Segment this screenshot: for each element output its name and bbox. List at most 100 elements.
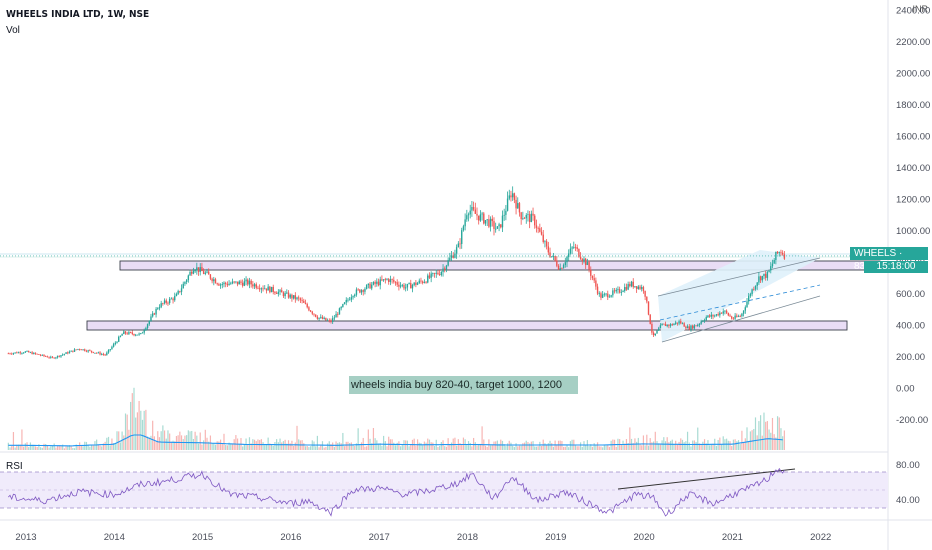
- volume-bar: [552, 446, 555, 450]
- volume-bar: [62, 444, 64, 450]
- volume-bar: [296, 425, 298, 450]
- candle: [172, 298, 174, 301]
- volume-bar: [439, 445, 441, 450]
- volume-bar: [666, 437, 668, 450]
- volume-bar: [639, 444, 641, 450]
- candle: [708, 315, 711, 317]
- trade-note[interactable]: wheels india buy 820-40, target 1000, 12…: [349, 376, 578, 394]
- volume-bar: [293, 446, 295, 450]
- candle: [576, 247, 578, 249]
- candle: [625, 287, 628, 290]
- volume-bar: [523, 442, 526, 450]
- price-tick-label: -200.00: [896, 415, 928, 426]
- year-tick-label: 2019: [545, 532, 566, 543]
- candle: [223, 282, 225, 285]
- candle: [301, 300, 303, 301]
- candle: [231, 281, 234, 284]
- candle: [219, 284, 222, 286]
- volume-bar: [563, 446, 565, 450]
- volume-bar: [43, 443, 45, 450]
- candle: [104, 354, 106, 356]
- rsi-trendline[interactable]: [617, 468, 796, 490]
- volume-bar: [620, 444, 622, 450]
- volume-bar: [326, 443, 329, 450]
- volume-bar: [332, 442, 334, 450]
- candle: [90, 350, 93, 352]
- volume-bar: [595, 445, 597, 450]
- volume-bar: [685, 441, 687, 450]
- candle: [489, 218, 492, 227]
- price-tick-label: 200.00: [896, 352, 925, 363]
- candle: [379, 279, 381, 286]
- volume-bar: [406, 440, 408, 450]
- volume-bar: [585, 445, 587, 450]
- ascending-channel[interactable]: [658, 250, 820, 342]
- volume-bar: [627, 442, 629, 450]
- support-zone[interactable]: [86, 320, 848, 331]
- candle: [600, 293, 602, 298]
- candle: [639, 286, 641, 289]
- candle: [635, 286, 638, 289]
- candle: [508, 195, 510, 199]
- volume-bar: [658, 443, 660, 450]
- year-tick-label: 2013: [15, 532, 36, 543]
- candle: [724, 310, 726, 312]
- candle: [267, 286, 269, 291]
- candle: [551, 256, 553, 258]
- candle: [579, 256, 582, 260]
- candle: [14, 352, 16, 354]
- volume-bar: [729, 441, 731, 450]
- candle: [783, 254, 786, 259]
- candle: [337, 313, 339, 315]
- volume-bar: [693, 440, 695, 450]
- candle: [214, 279, 217, 284]
- volume-bar: [77, 445, 79, 450]
- candle: [404, 287, 407, 289]
- volume-bar: [265, 444, 268, 450]
- candle: [272, 286, 274, 292]
- volume-bar: [138, 400, 140, 450]
- candle: [185, 280, 188, 282]
- candle: [151, 313, 154, 317]
- year-tick-label: 2022: [810, 532, 831, 543]
- candle: [506, 198, 509, 211]
- price-tick-label: 1000.00: [896, 226, 930, 237]
- volume-bar: [661, 440, 663, 450]
- candle: [41, 354, 44, 356]
- candle: [494, 228, 497, 230]
- candle: [153, 313, 156, 315]
- volume-bar: [189, 431, 191, 450]
- volume-bar: [513, 447, 515, 450]
- volume-bar: [170, 441, 172, 450]
- candle: [199, 267, 201, 272]
- volume-bar: [450, 442, 453, 450]
- volume-bar: [233, 439, 235, 450]
- volume-bar: [225, 444, 227, 450]
- volume-bar: [629, 427, 631, 450]
- volume-bar: [476, 445, 478, 450]
- price-tick-label: 1200.00: [896, 195, 930, 206]
- volume-bar: [366, 446, 368, 450]
- candle: [275, 293, 278, 294]
- candle: [612, 290, 614, 296]
- volume-bar: [759, 415, 762, 450]
- candle: [180, 288, 183, 292]
- volume-bar: [461, 443, 463, 450]
- candle: [131, 332, 133, 334]
- volume-bar: [727, 440, 729, 450]
- volume-bar: [520, 445, 522, 450]
- volume-bar: [498, 443, 500, 450]
- candle: [309, 310, 312, 312]
- volume-bar: [773, 434, 775, 450]
- volume-bar: [291, 440, 293, 450]
- candle: [491, 218, 493, 222]
- candle: [652, 332, 655, 336]
- candle: [518, 203, 521, 213]
- volume-bar: [568, 447, 570, 450]
- candle: [291, 294, 293, 299]
- volume-bar: [473, 437, 475, 450]
- volume-bar: [515, 443, 517, 450]
- volume-bar: [34, 446, 37, 450]
- candle: [396, 282, 398, 285]
